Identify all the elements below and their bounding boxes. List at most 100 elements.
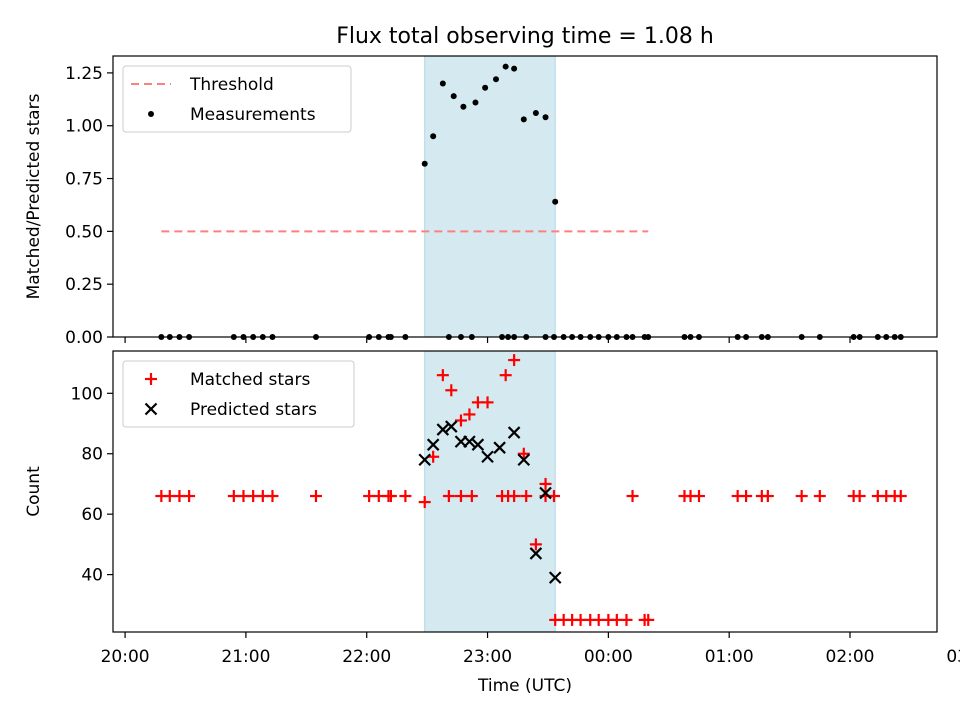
predicted-star-point (493, 441, 506, 454)
measurement-point (430, 133, 437, 140)
matched-star-point (384, 490, 397, 503)
matched-star-point (740, 490, 753, 503)
legend-label: Measurements (190, 105, 316, 125)
series-predicted-stars (418, 420, 562, 584)
predicted-star-point (517, 453, 531, 467)
cross-b (418, 453, 431, 467)
matched-star-point (454, 414, 467, 427)
y-tick-label: 0.00 (65, 328, 103, 348)
predicted-star-point (418, 453, 431, 467)
cross-b (539, 486, 552, 500)
measurement-point (421, 160, 428, 167)
y-axis-label: Count (24, 466, 44, 517)
chart-title: Flux total observing time = 1.08 h (336, 24, 714, 49)
predicted-star-point (445, 420, 458, 433)
axes-frame (112, 350, 938, 633)
cross-b (548, 571, 562, 584)
y-tick-label: 60 (81, 505, 103, 525)
cross-b (144, 402, 158, 416)
matched-star-point (520, 490, 533, 503)
x-tick-label: 03:00 (946, 647, 960, 667)
legend-box (122, 65, 352, 133)
y-tick-label: 80 (81, 445, 103, 465)
count-panel: 40 60 80 100 20:00 21:00 22:00 23:00 00:00 01:00 0… (24, 350, 960, 696)
matched-star-point (445, 384, 458, 397)
matched-star-point (626, 490, 639, 503)
y-tick-label: 100 (71, 384, 103, 404)
legend-box (122, 360, 355, 428)
matched-star-point (499, 369, 512, 382)
predicted-star-point (463, 435, 476, 448)
y-axis-label: Matched/Predicted stars (24, 93, 44, 299)
matched-star-point (463, 408, 476, 421)
x-tick-label: 23:00 (463, 647, 512, 667)
cross-b (529, 547, 543, 560)
matched-star-point (795, 490, 808, 503)
matched-star-point (517, 447, 530, 460)
measurement-point (532, 110, 539, 117)
matched-star-point (266, 490, 279, 503)
measurement-point (472, 99, 479, 106)
legend-label: Threshold (189, 75, 274, 95)
matched-star-point (692, 490, 705, 503)
legend-predicted-swatch (144, 402, 158, 416)
measurement-point (542, 114, 549, 121)
measurement-point (482, 84, 489, 91)
matched-star-point (481, 396, 494, 409)
x-tick-label: 21:00 (221, 647, 270, 667)
measurement-point (552, 198, 559, 205)
predicted-star-point (507, 426, 521, 439)
cross-b (507, 426, 521, 439)
matched-star-point (508, 490, 521, 503)
matched-star-point (539, 477, 552, 490)
measurement-point (493, 76, 500, 83)
matched-star-point (761, 490, 774, 503)
legend-matched-swatch (145, 373, 157, 385)
cloud-span (424, 56, 556, 337)
x-axis-label: Time (UTC) (477, 676, 572, 696)
cross-b (426, 438, 440, 451)
predicted-star-point (548, 571, 562, 584)
matched-star-point (529, 538, 542, 551)
matched-star-point (454, 490, 467, 503)
measurement-point (450, 93, 457, 100)
cross-b (436, 423, 450, 436)
measurement-point (502, 63, 509, 70)
predicted-star-point (471, 438, 485, 451)
y-tick-label: 0.50 (65, 222, 103, 242)
cloud-span (424, 351, 556, 632)
matched-star-point (508, 354, 521, 367)
measurement-point (511, 65, 518, 72)
x-tick-label: 01:00 (705, 647, 754, 667)
matched-star-point (183, 490, 196, 503)
legend: Matched stars Predicted stars (122, 360, 355, 428)
matched-star-point (399, 490, 412, 503)
predicted-star-point (539, 486, 552, 500)
matched-star-point (853, 490, 866, 503)
measurement-point (520, 116, 527, 123)
cross-b (481, 450, 494, 464)
series-matched-stars (155, 354, 907, 626)
cross-b (445, 420, 458, 433)
predicted-star-point (481, 450, 494, 464)
matched-star-point (309, 490, 322, 503)
ratio-panel: 0.00 0.25 0.50 0.75 1.00 1.25 Matched/Predicte… (24, 55, 938, 348)
legend: Threshold Measurements (122, 65, 352, 133)
measurement-point (439, 80, 446, 87)
matched-star-point (442, 490, 455, 503)
y-tick-label: 40 (81, 566, 103, 586)
legend-label: Predicted stars (190, 400, 317, 420)
measurement-point (460, 103, 467, 110)
matched-star-point (620, 613, 633, 626)
matched-star-point (642, 613, 655, 626)
matched-star-point (418, 496, 431, 509)
cross-b (471, 438, 485, 451)
x-tick-label: 02:00 (826, 647, 875, 667)
predicted-star-point (426, 438, 440, 451)
y-tick-label: 1.00 (65, 117, 103, 137)
matched-star-point (465, 490, 478, 503)
predicted-star-point (436, 423, 450, 436)
predicted-star-point (529, 547, 543, 560)
y-tick-label: 0.75 (65, 170, 103, 190)
